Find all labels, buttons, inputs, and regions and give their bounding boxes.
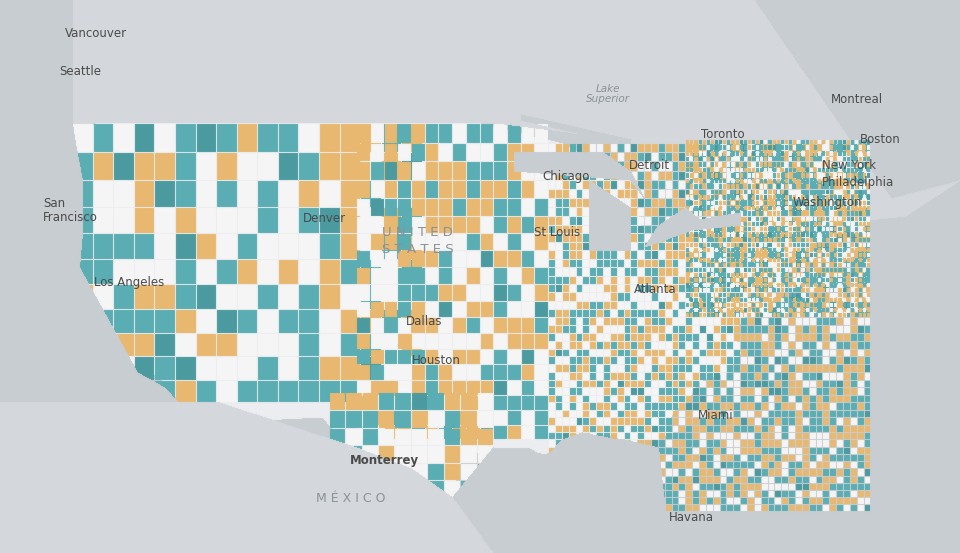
- Text: Atlanta: Atlanta: [635, 283, 677, 296]
- Text: Detroit: Detroit: [630, 159, 670, 173]
- Text: New York: New York: [822, 159, 876, 173]
- Text: Boston: Boston: [860, 133, 900, 146]
- Text: Los Angeles: Los Angeles: [94, 275, 164, 289]
- Text: M É X I C O: M É X I C O: [316, 492, 385, 505]
- Text: Vancouver: Vancouver: [65, 27, 128, 40]
- Text: Havana: Havana: [669, 510, 713, 524]
- Text: U N I T E D
S T A T E S: U N I T E D S T A T E S: [382, 226, 453, 255]
- Text: Philadelphia: Philadelphia: [822, 176, 894, 189]
- Text: Seattle: Seattle: [60, 65, 102, 79]
- Text: St Louis: St Louis: [534, 226, 580, 239]
- Text: Toronto: Toronto: [701, 128, 744, 141]
- Text: Denver: Denver: [302, 212, 346, 225]
- Text: San
Francisco: San Francisco: [43, 197, 98, 223]
- Text: Washington: Washington: [793, 196, 862, 209]
- Text: Houston: Houston: [412, 354, 460, 367]
- Text: Dallas: Dallas: [406, 315, 443, 328]
- Text: Chicago: Chicago: [542, 170, 590, 184]
- Text: Lake
Superior: Lake Superior: [586, 84, 630, 105]
- Text: Monterrey: Monterrey: [349, 453, 419, 467]
- Text: Miami: Miami: [697, 409, 733, 422]
- Text: Montreal: Montreal: [830, 93, 882, 106]
